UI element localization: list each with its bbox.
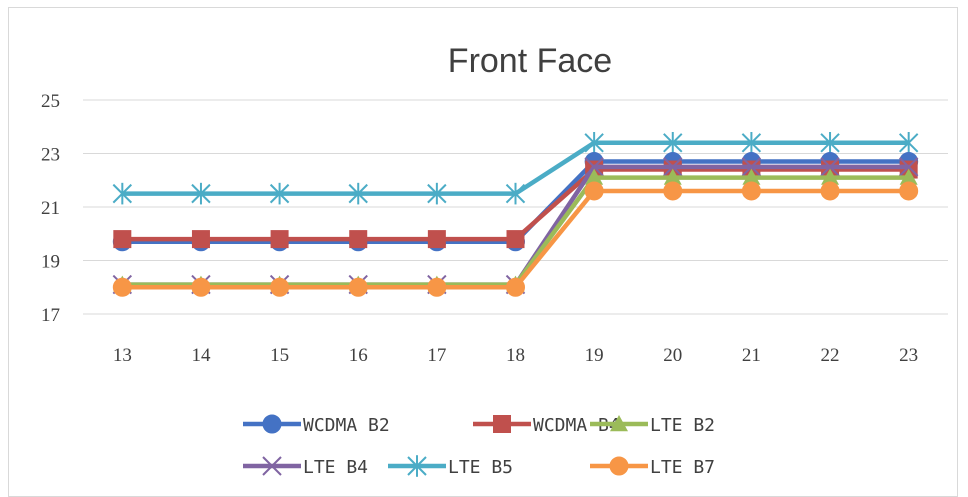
legend-marker — [609, 456, 629, 476]
data-point — [899, 168, 918, 185]
legend: WCDMA B2 WCDMA B4 LTE B2 LTE B4 LTE B5 LTE B7 — [243, 414, 715, 478]
data-point — [663, 181, 683, 201]
legend-marker — [493, 415, 511, 433]
data-point — [348, 182, 368, 205]
data-point — [663, 132, 683, 154]
x-tick-label: 17 — [427, 345, 446, 366]
x-tick-label: 16 — [349, 345, 368, 366]
legend-marker — [407, 455, 427, 477]
legend-label: LTE B2 — [650, 415, 715, 436]
y-axis-ticks: 17 19 21 23 25 — [41, 91, 60, 326]
x-axis-ticks: 13 14 15 16 17 18 19 20 21 22 23 — [113, 345, 918, 366]
x-tick-label: 19 — [585, 345, 604, 366]
gridlines — [83, 99, 948, 315]
data-point — [191, 230, 210, 249]
data-point — [584, 132, 604, 154]
data-point — [820, 132, 840, 154]
series-lte-b7 — [112, 181, 919, 297]
data-point — [270, 230, 289, 249]
data-point — [505, 182, 526, 205]
legend-label: WCDMA B4 — [533, 415, 620, 436]
data-point — [741, 181, 761, 201]
data-point — [112, 182, 133, 205]
data-point — [506, 230, 525, 249]
data-point — [584, 181, 604, 201]
legend-item: LTE B5 — [388, 455, 513, 478]
data-point — [898, 132, 919, 154]
data-point — [191, 277, 211, 297]
x-tick-label: 22 — [821, 345, 840, 366]
legend-item: LTE B7 — [590, 456, 715, 478]
data-point — [506, 277, 525, 297]
legend-label: LTE B4 — [303, 457, 368, 478]
data-point — [427, 277, 447, 297]
data-point — [585, 168, 604, 185]
data-point — [113, 230, 132, 249]
y-tick-label: 23 — [41, 145, 60, 166]
data-point — [427, 230, 446, 249]
data-point — [269, 182, 290, 205]
legend-item: LTE B2 — [590, 415, 715, 436]
x-tick-label: 18 — [506, 345, 525, 366]
y-tick-label: 17 — [41, 305, 60, 326]
chart-title: Front Face — [448, 42, 612, 80]
data-point — [270, 277, 290, 297]
data-point — [820, 181, 840, 201]
y-tick-label: 21 — [41, 198, 60, 219]
x-tick-label: 21 — [742, 345, 761, 366]
legend-item: LTE B4 — [243, 456, 368, 478]
x-tick-label: 14 — [191, 345, 211, 366]
data-point — [820, 157, 840, 177]
plot-area — [112, 132, 919, 297]
legend-label: LTE B5 — [448, 457, 513, 478]
chart-frame — [8, 7, 958, 497]
legend-marker — [262, 414, 282, 434]
data-point — [348, 277, 368, 297]
legend-marker — [262, 456, 282, 476]
series-lte-b5 — [112, 132, 919, 205]
legend-label: WCDMA B2 — [303, 415, 390, 436]
legend-label: LTE B7 — [650, 457, 715, 478]
data-point — [741, 132, 762, 154]
x-tick-label: 15 — [270, 345, 289, 366]
data-point — [191, 182, 211, 205]
data-point — [427, 182, 447, 205]
legend-item: WCDMA B2 — [243, 414, 390, 436]
y-tick-label: 19 — [41, 252, 60, 273]
data-point — [663, 157, 683, 177]
data-point — [349, 230, 368, 249]
data-point — [741, 157, 762, 177]
data-point — [898, 157, 919, 177]
x-tick-label: 20 — [663, 345, 682, 366]
data-point — [112, 277, 132, 297]
x-tick-label: 13 — [113, 345, 132, 366]
x-tick-label: 23 — [899, 345, 918, 366]
data-point — [742, 168, 761, 185]
data-point — [821, 168, 840, 185]
legend-item: WCDMA B4 — [473, 415, 620, 436]
legend-marker — [610, 415, 628, 432]
data-point — [663, 168, 682, 185]
y-tick-label: 25 — [41, 91, 60, 112]
data-point — [899, 181, 919, 201]
data-point — [584, 157, 604, 177]
